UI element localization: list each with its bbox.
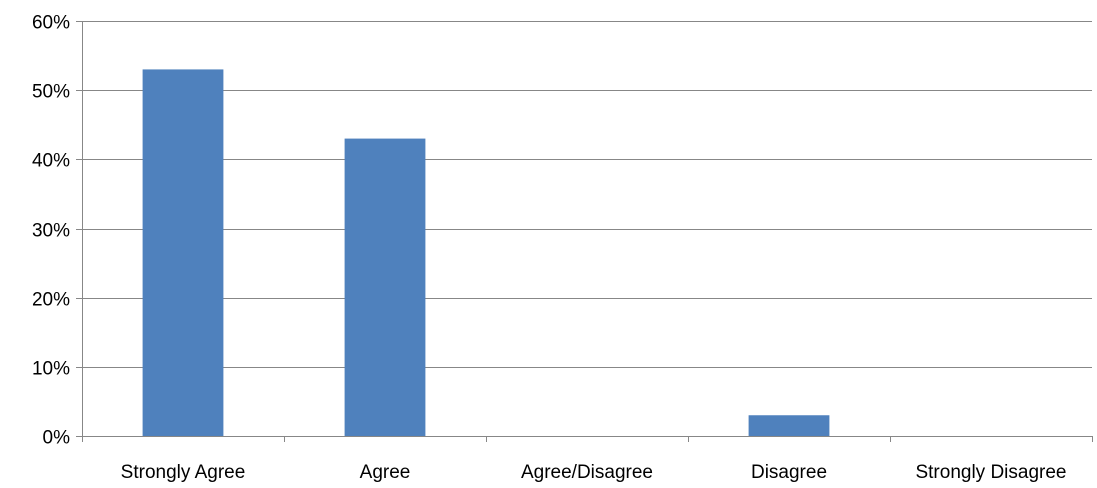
gridlines	[82, 21, 1092, 368]
x-axis-ticks: Strongly Agree Agree Agree/Disagree Disagre…	[82, 436, 1093, 483]
y-tick-label: 60%	[32, 13, 70, 34]
x-tick-label: Agree/Disagree	[521, 462, 653, 483]
axes	[82, 21, 1092, 437]
y-axis-ticks: 0% 10% 20% 30% 40% 50% 60%	[32, 13, 82, 449]
bar-disagree	[748, 415, 830, 436]
y-tick-label: 30%	[32, 221, 70, 242]
bar-strongly-agree	[142, 69, 224, 437]
bars	[142, 69, 830, 437]
x-tick-label: Agree	[360, 462, 411, 483]
y-tick-label: 40%	[32, 151, 70, 172]
y-tick-label: 50%	[32, 82, 70, 103]
y-tick-label: 10%	[32, 359, 70, 380]
y-tick-label: 20%	[32, 290, 70, 311]
x-tick-label: Strongly Agree	[121, 462, 246, 483]
bar-agree	[344, 138, 426, 437]
x-tick-label: Strongly Disagree	[915, 462, 1066, 483]
x-tick-label: Disagree	[751, 462, 827, 483]
y-tick-label: 0%	[43, 428, 71, 449]
